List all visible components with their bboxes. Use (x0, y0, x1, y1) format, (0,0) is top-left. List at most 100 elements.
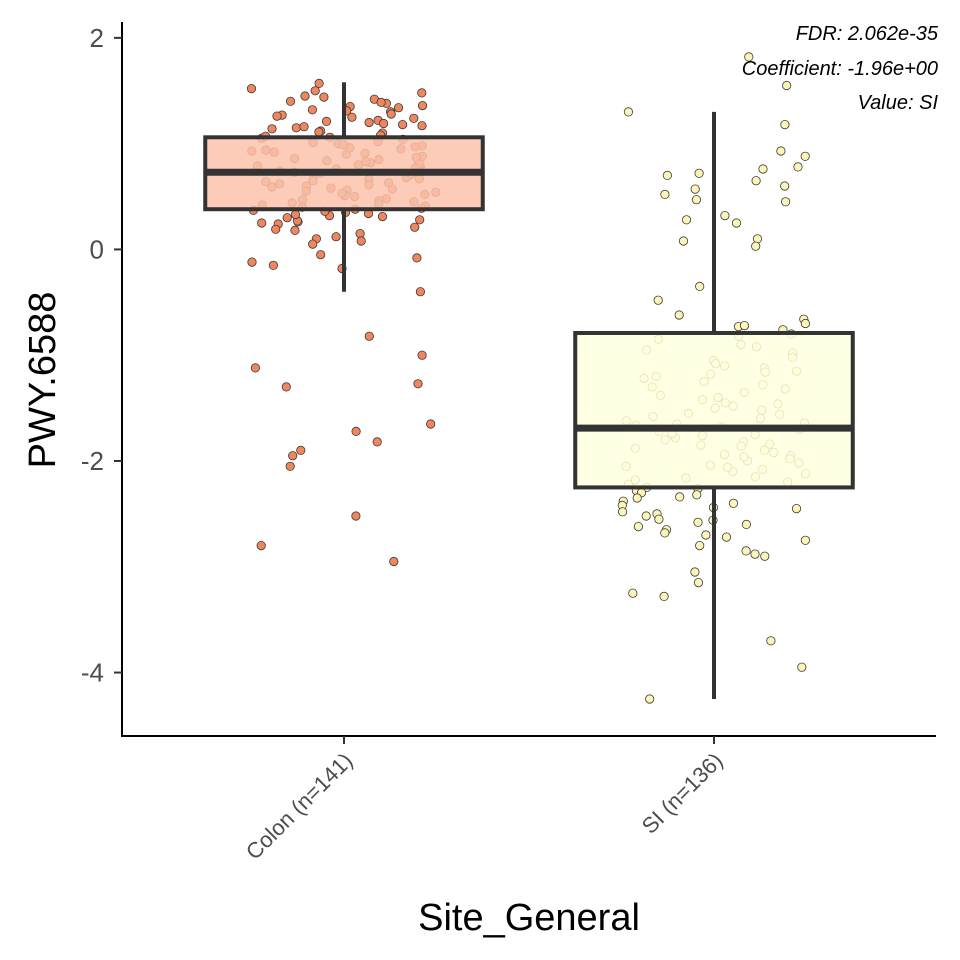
data-point (776, 146, 786, 156)
data-point (653, 295, 663, 305)
data-point (307, 105, 317, 115)
data-point (675, 492, 685, 502)
data-point (257, 218, 267, 228)
data-point (386, 109, 396, 119)
data-point (356, 236, 366, 246)
data-point (662, 170, 673, 180)
data-point (415, 215, 425, 225)
data-point (721, 532, 732, 542)
data-point (617, 507, 628, 517)
data-point (376, 97, 386, 108)
data-point (417, 121, 427, 131)
data-point (681, 215, 692, 225)
data-point (364, 117, 374, 128)
data-point (310, 86, 320, 96)
data-point (751, 176, 761, 186)
data-point (389, 556, 399, 567)
data-point (372, 437, 382, 447)
data-point (780, 120, 790, 130)
data-point (758, 164, 768, 174)
data-point (728, 498, 739, 508)
data-point (660, 528, 670, 538)
data-point (417, 350, 427, 360)
x-tick-label: SI (n=136) (637, 748, 728, 839)
y-tick-label: -4 (81, 658, 104, 688)
y-tick-label: 0 (90, 234, 104, 264)
data-point (319, 92, 329, 102)
data-point (731, 218, 742, 228)
data-point (632, 493, 642, 503)
data-point (308, 239, 318, 249)
data-point (641, 511, 651, 521)
data-point (290, 209, 301, 220)
x-axis-title: Site_General (418, 897, 640, 939)
data-point (800, 151, 810, 161)
data-point (285, 461, 295, 471)
data-point (694, 168, 704, 178)
annotation-coefficient: Coefficient: -1.96e+00 (742, 58, 938, 80)
data-point (250, 363, 260, 373)
data-point (800, 535, 811, 545)
data-point (409, 113, 419, 123)
data-point (417, 88, 427, 98)
data-point (659, 591, 669, 602)
boxes-layer (203, 82, 855, 699)
data-point (282, 213, 292, 223)
data-point (413, 379, 423, 389)
data-point (797, 662, 807, 672)
data-point (720, 211, 730, 221)
y-tick-label: 2 (90, 23, 104, 53)
data-point (693, 577, 704, 588)
data-point (695, 540, 705, 551)
data-point (291, 123, 301, 133)
data-point (690, 184, 700, 194)
data-point (417, 101, 428, 111)
data-point (678, 236, 689, 246)
data-point (351, 426, 361, 436)
data-point (426, 419, 436, 429)
data-point (690, 567, 700, 577)
data-point (695, 281, 705, 291)
data-point (316, 250, 326, 260)
data-point (247, 257, 257, 267)
data-point (633, 521, 644, 532)
annotation-fdr: FDR: 2.062e-35 (796, 23, 939, 45)
data-point (623, 107, 634, 117)
data-point (645, 694, 655, 704)
data-point (296, 445, 306, 455)
data-point (791, 503, 802, 514)
data-point (760, 551, 770, 561)
data-point (766, 636, 776, 646)
data-point (410, 222, 420, 232)
data-point (693, 517, 703, 527)
data-point (347, 112, 357, 122)
y-axis-title: PWY.6588 (22, 292, 64, 469)
data-point (256, 540, 266, 551)
data-point (628, 588, 638, 598)
data-point (271, 224, 281, 234)
data-point (285, 96, 296, 106)
data-point (692, 490, 702, 500)
data-point (300, 91, 310, 101)
data-point (660, 189, 670, 199)
data-point (246, 84, 257, 94)
axes-layer (121, 22, 936, 737)
box-iqr (573, 330, 855, 490)
data-point (397, 120, 408, 130)
data-point (378, 118, 389, 129)
data-point (351, 511, 361, 521)
annotation-value: Value: SI (858, 92, 939, 114)
data-point (701, 530, 711, 540)
y-tick-label: -2 (81, 446, 104, 476)
data-point (691, 195, 702, 205)
data-point (377, 212, 388, 222)
data-point (331, 232, 341, 242)
x-tick-label: Colon (n=141) (241, 748, 358, 865)
data-point (741, 519, 752, 530)
data-point (299, 122, 309, 132)
data-point (288, 451, 298, 461)
data-point (793, 162, 803, 172)
data-point (780, 197, 791, 207)
